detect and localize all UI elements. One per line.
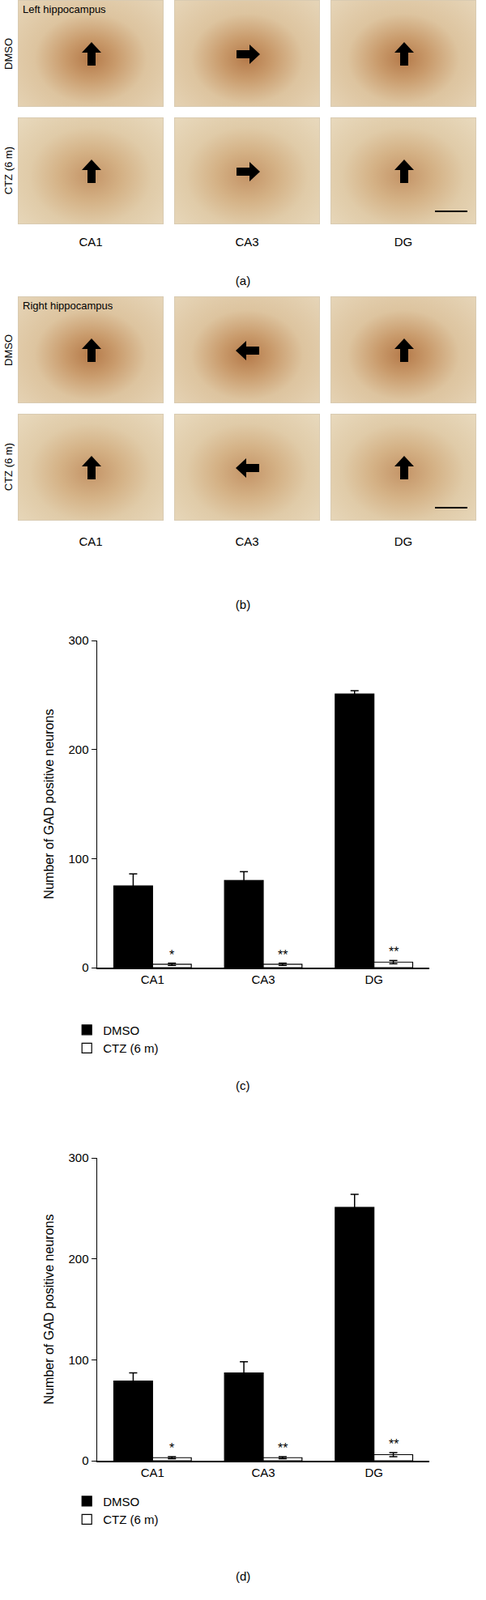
svg-text:DMSO: DMSO (102, 1023, 140, 1038)
html-text:Left hippocampus: Left hippocampus (22, 3, 106, 16)
svg-text:300: 300 (68, 633, 89, 648)
svg-text:200: 200 (68, 1252, 89, 1267)
svg-text:CA1: CA1 (140, 972, 165, 987)
svg-text:(c): (c) (235, 1078, 251, 1093)
svg-text:**: ** (388, 1437, 399, 1452)
svg-text:**: ** (388, 945, 399, 960)
svg-text:**: ** (277, 948, 288, 963)
svg-text:*: * (169, 1441, 175, 1456)
svg-text:100: 100 (68, 1353, 89, 1368)
html-text:CA3: CA3 (235, 534, 259, 549)
svg-text:CA3: CA3 (251, 972, 275, 987)
svg-text:(d): (d) (235, 1569, 251, 1584)
html-text:DG: DG (394, 234, 413, 249)
html-text:DMSO: DMSO (2, 334, 15, 366)
svg-text:CA3: CA3 (251, 1466, 275, 1480)
html-text:DMSO: DMSO (2, 37, 15, 70)
svg-text:DMSO: DMSO (102, 1495, 140, 1510)
html-text:CTZ (6 m): CTZ (6 m) (2, 146, 15, 195)
svg-text:300: 300 (68, 1151, 89, 1165)
svg-text:0: 0 (81, 960, 89, 975)
svg-text:DG: DG (364, 1466, 384, 1480)
html-text:CA1: CA1 (78, 234, 103, 249)
html-text:CA3: CA3 (235, 234, 259, 249)
svg-text:200: 200 (68, 742, 89, 757)
html-text:(b): (b) (235, 597, 251, 612)
svg-text:CA1: CA1 (140, 1466, 165, 1480)
html-text:CTZ (6 m): CTZ (6 m) (2, 443, 15, 492)
html-text:CA1: CA1 (78, 534, 103, 549)
svg-text:CTZ (6 m): CTZ (6 m) (102, 1513, 158, 1527)
svg-text:Number of GAD positive neurons: Number of GAD positive neurons (42, 1215, 56, 1406)
svg-text:**: ** (277, 1441, 288, 1456)
html-text:Right hippocampus: Right hippocampus (22, 299, 113, 312)
svg-text:DG: DG (364, 972, 384, 987)
svg-text:100: 100 (68, 852, 89, 866)
svg-text:CTZ (6 m): CTZ (6 m) (102, 1041, 158, 1056)
svg-text:0: 0 (81, 1453, 89, 1468)
html-text:(a): (a) (235, 273, 251, 288)
html-text:DG: DG (394, 534, 413, 549)
svg-text:*: * (169, 948, 175, 963)
svg-text:Number of GAD positive neurons: Number of GAD positive neurons (42, 709, 56, 900)
